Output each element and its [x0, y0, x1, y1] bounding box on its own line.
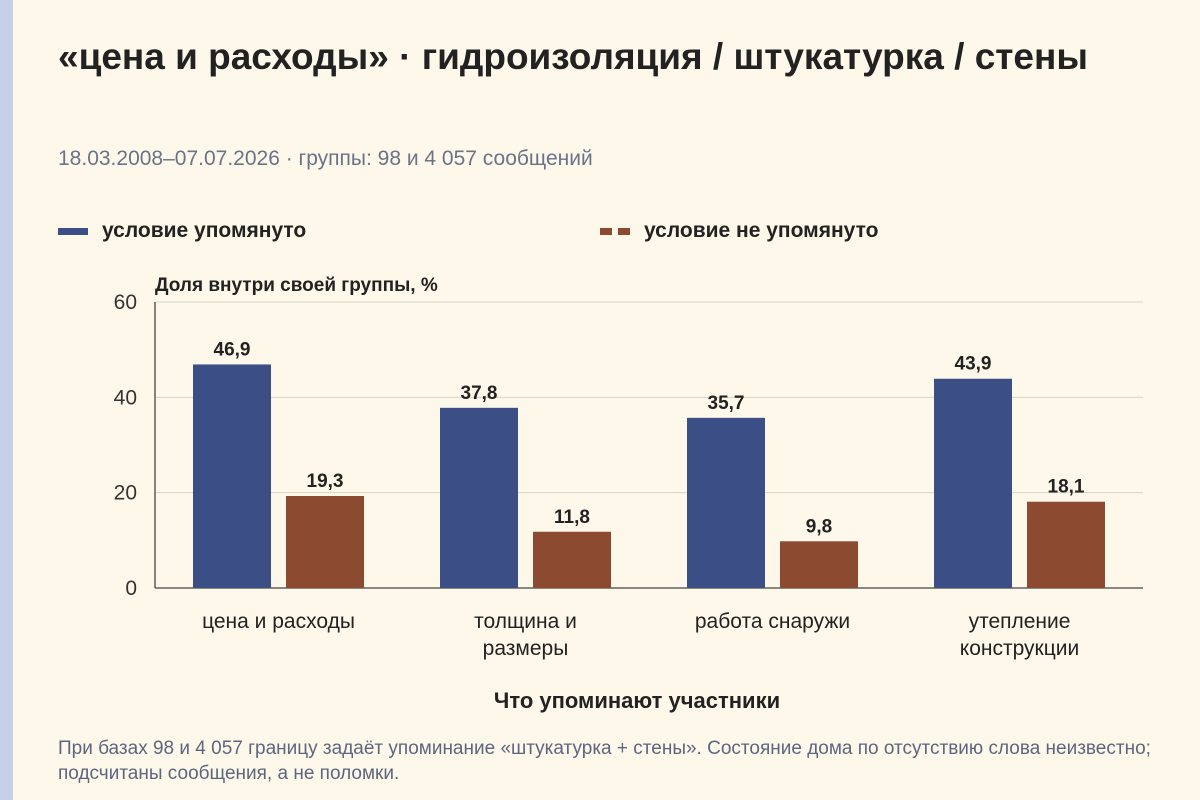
data-label: 11,8 [554, 507, 590, 528]
x-tick-label: размеры [483, 637, 569, 660]
bar-mentioned [934, 378, 1012, 588]
data-label: 18,1 [1048, 477, 1085, 498]
x-tick-label: утепление [969, 610, 1071, 633]
bar-mentioned [440, 407, 518, 588]
data-label: 19,3 [307, 471, 344, 492]
bar-not-mentioned [780, 541, 858, 588]
data-label: 35,7 [708, 393, 745, 414]
data-label: 43,9 [955, 354, 992, 375]
bar-mentioned [687, 417, 765, 588]
data-label: 37,8 [461, 383, 498, 404]
chart-subtitle: 18.03.2008–07.07.2026 · группы: 98 и 4 0… [58, 147, 593, 170]
legend-label-mentioned: условие упомянуто [102, 219, 307, 242]
y-tick-label: 40 [114, 386, 137, 409]
y-tick-label: 20 [114, 482, 137, 505]
data-label: 46,9 [214, 339, 251, 360]
legend-item-mentioned: условие упомянуто [58, 219, 306, 243]
data-label: 9,8 [806, 516, 832, 537]
bar-chart: 0 20 40 60 Доля внутри своей группы, % 46,9 19… [114, 275, 1143, 713]
chart-title: «цена и расходы» · гидроизоляция / штука… [58, 36, 1088, 77]
y-tick-label: 0 [125, 577, 137, 600]
bar-not-mentioned [286, 496, 364, 588]
footnote: При базах 98 и 4 057 границу задаёт упом… [58, 738, 1151, 784]
x-tick-label: работа снаружи [695, 610, 850, 633]
legend-swatch-mentioned [58, 227, 88, 235]
y-tick-label: 60 [114, 291, 137, 314]
x-tick-label: толщина и [474, 610, 577, 633]
x-axis-label: Что упоминают участники [494, 688, 780, 713]
y-axis-label: Доля внутри своей группы, % [155, 275, 438, 296]
legend-swatch-not-mentioned [600, 227, 630, 235]
x-tick-label: цена и расходы [202, 610, 355, 633]
legend-item-not-mentioned: условие не упомянуто [600, 219, 878, 243]
bar-not-mentioned [1027, 501, 1105, 588]
bar-mentioned [193, 364, 271, 588]
x-tick-label: конструкции [960, 637, 1079, 660]
bar-not-mentioned [533, 531, 611, 588]
legend-label-not-mentioned: условие не упомянуто [644, 219, 879, 242]
left-accent-strip [0, 0, 13, 800]
